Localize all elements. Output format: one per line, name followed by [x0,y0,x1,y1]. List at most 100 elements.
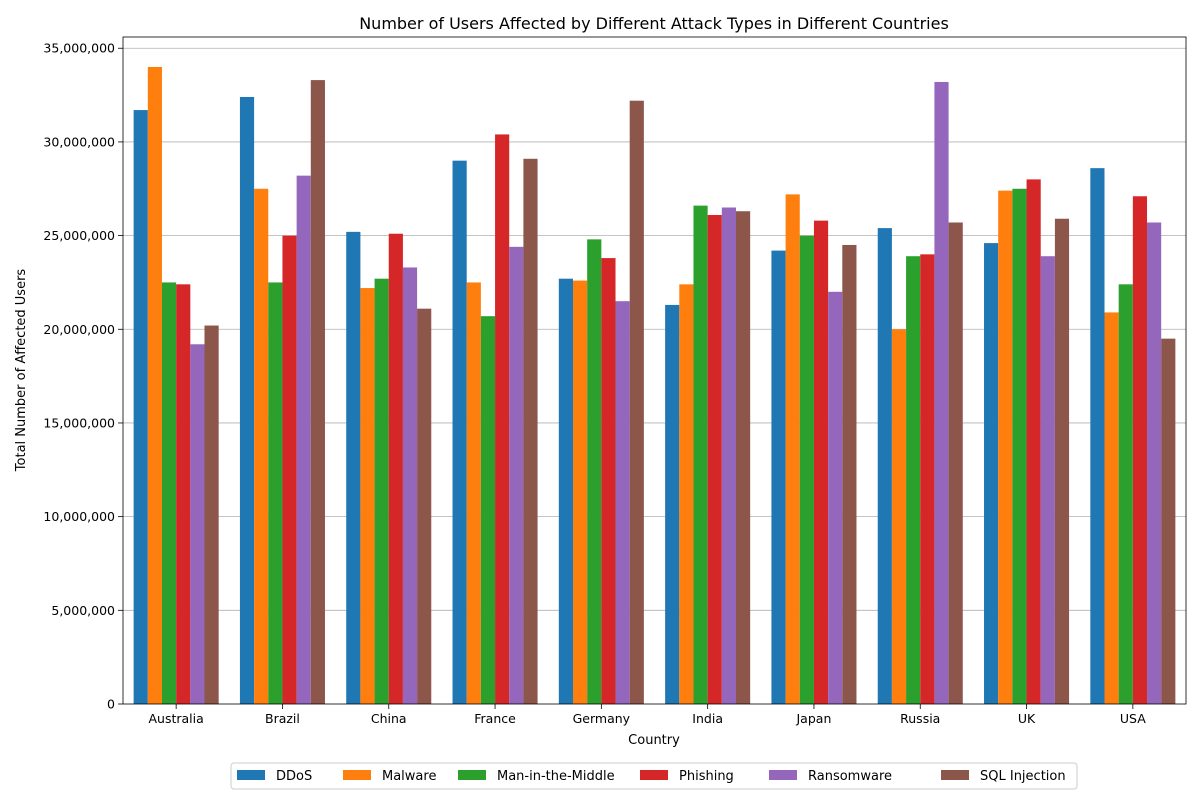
legend-item: DDoS [237,769,312,784]
bar [1026,179,1041,705]
bar [877,228,892,704]
bar [268,282,283,704]
legend-swatch [941,770,969,780]
bar [665,304,680,704]
bar [906,256,921,704]
bar [998,190,1013,704]
bar [771,250,786,704]
series-ransomware [190,81,1162,705]
x-tick-label: Australia [149,711,204,726]
y-tick-label: 35,000,000 [43,41,115,56]
legend-swatch [343,770,371,780]
bar [133,110,148,705]
bar [785,194,800,704]
bar [934,81,949,704]
bar [615,301,630,704]
x-axis-title: Country [628,733,680,748]
bar [204,325,219,704]
y-tick-label: 0 [107,697,115,712]
bar [587,239,602,704]
bar [891,329,907,704]
legend-swatch [458,770,486,780]
legend-item: Malware [343,769,436,784]
x-tick-label: Russia [900,711,940,726]
series-ddos [133,96,1105,705]
legend-item: Ransomware [769,769,892,784]
bar [374,278,389,704]
x-tick-label: Japan [796,711,832,726]
bar [1012,188,1027,704]
bar [721,207,736,704]
y-tick-label: 5,000,000 [51,603,115,618]
x-tick-label: India [692,711,723,726]
bar [466,282,481,704]
x-tick-label: Germany [573,711,631,726]
x-tick-label: China [371,711,407,726]
bar [161,282,177,704]
y-tick-label: 30,000,000 [43,134,115,149]
x-tick-label: Brazil [265,711,300,726]
legend-item: Man-in-the-Middle [458,769,615,784]
y-tick-label: 20,000,000 [43,322,115,337]
axes [118,36,1187,709]
bar [984,243,999,704]
tick-labels: 0 5,000,000 10,000,000 15,000,000 20,000,000… [43,41,1146,726]
bar [799,235,814,704]
series-man-in-the-middle [161,188,1133,704]
legend-label: Ransomware [808,769,892,784]
bar [147,66,162,704]
series-phishing [176,134,1148,705]
chart-title: Number of Users Affected by Different At… [359,14,949,33]
bar [573,280,588,704]
y-tick-label: 10,000,000 [43,509,115,524]
bar [495,134,510,704]
legend-label: Phishing [679,769,734,784]
bar [1147,222,1162,704]
bar [190,344,205,704]
y-axis-title: Total Number of Affected Users [14,269,29,473]
series-sql-injection [204,80,1176,705]
bar [282,235,297,704]
x-tick-label: France [474,711,516,726]
bar [679,284,694,704]
bar [452,160,467,705]
bar [402,267,418,704]
bar [1104,312,1119,704]
legend-item: SQL Injection [941,769,1066,784]
legend-label: Malware [382,769,436,784]
bar [346,231,361,704]
bar [813,220,829,704]
legend: DDoS Malware Man-in-the-Middle Phishing Rans… [230,762,1078,790]
plot-frame [122,36,1187,705]
bar [480,316,496,704]
bar [601,258,616,704]
y-tick-label: 25,000,000 [43,228,115,243]
bar [360,288,375,704]
bar [1054,218,1070,704]
bar [1040,256,1055,704]
bar [629,100,644,704]
x-tick-label: UK [1018,711,1036,726]
bar [509,246,524,704]
x-tick-label: USA [1120,711,1146,726]
bar [1132,196,1148,704]
y-tick-label: 15,000,000 [43,415,115,430]
bar [920,254,935,704]
bar [707,214,722,704]
bar [176,284,191,704]
bar [239,96,255,704]
legend-label: DDoS [276,769,312,784]
bar [558,278,574,704]
legend-item: Phishing [640,769,734,784]
legend-label: Man-in-the-Middle [497,769,615,784]
bar [948,222,963,704]
bar [1118,284,1133,704]
bar [735,211,751,704]
bar [296,175,311,705]
bar [693,205,708,704]
series-malware [147,66,1119,704]
bar [842,244,857,704]
bar [1161,338,1176,704]
